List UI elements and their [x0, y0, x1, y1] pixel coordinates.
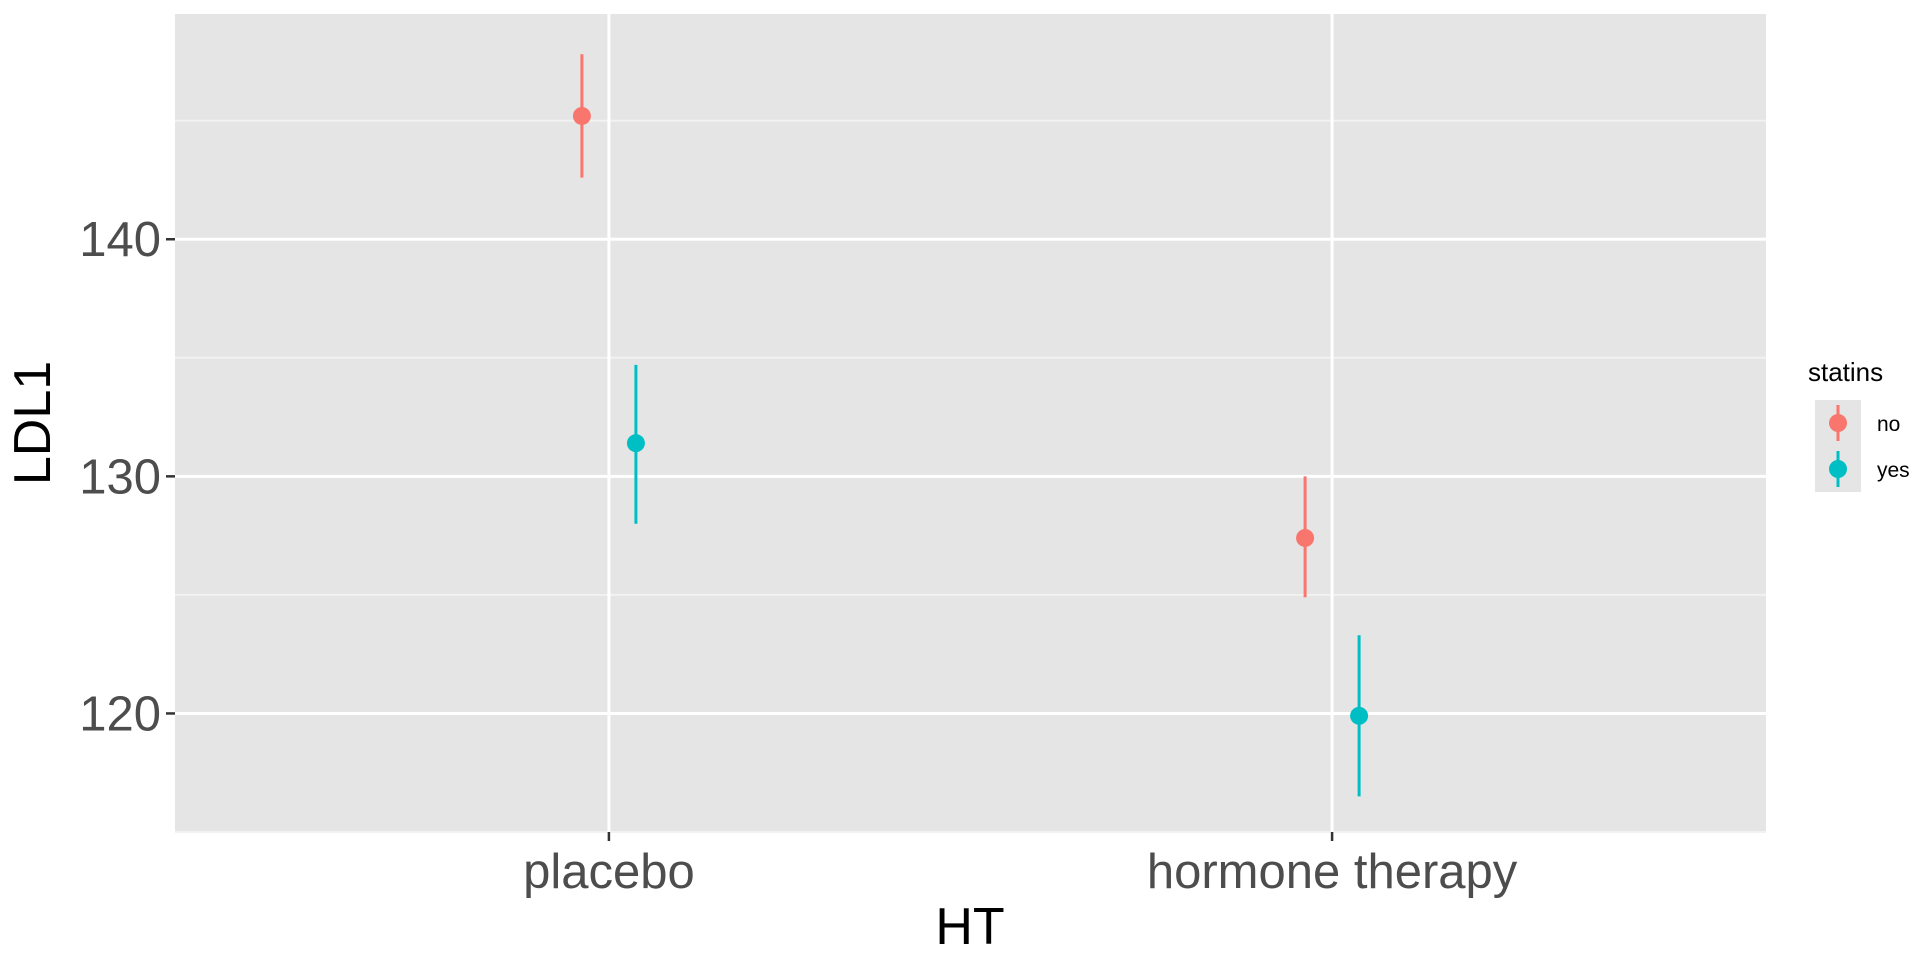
axes: 120 130 140 placebo hormone therapy [79, 213, 1518, 899]
legend-key-point [1829, 460, 1847, 478]
data-point [1350, 706, 1369, 725]
y-tick-label: 120 [79, 687, 161, 741]
legend-label: no [1877, 413, 1900, 436]
plot-panel [175, 14, 1766, 832]
minor-gridlines [175, 119, 1766, 833]
legend-title: statins [1808, 357, 1883, 387]
legend-key-point [1829, 414, 1847, 432]
y-tick-label: 130 [79, 450, 161, 504]
y-tick-label: 140 [79, 213, 161, 267]
y-axis-title: LDL1 [4, 361, 62, 485]
legend-label: yes [1877, 459, 1910, 482]
data-marks [572, 54, 1369, 797]
x-tick-label: hormone therapy [1147, 845, 1518, 899]
legend: statins no yes [1808, 357, 1910, 492]
major-gridlines [175, 14, 1766, 832]
x-tick-label: placebo [523, 845, 695, 899]
x-axis-title: HT [935, 898, 1004, 956]
data-point [626, 434, 645, 453]
data-point [572, 106, 591, 125]
data-point [1296, 528, 1315, 547]
